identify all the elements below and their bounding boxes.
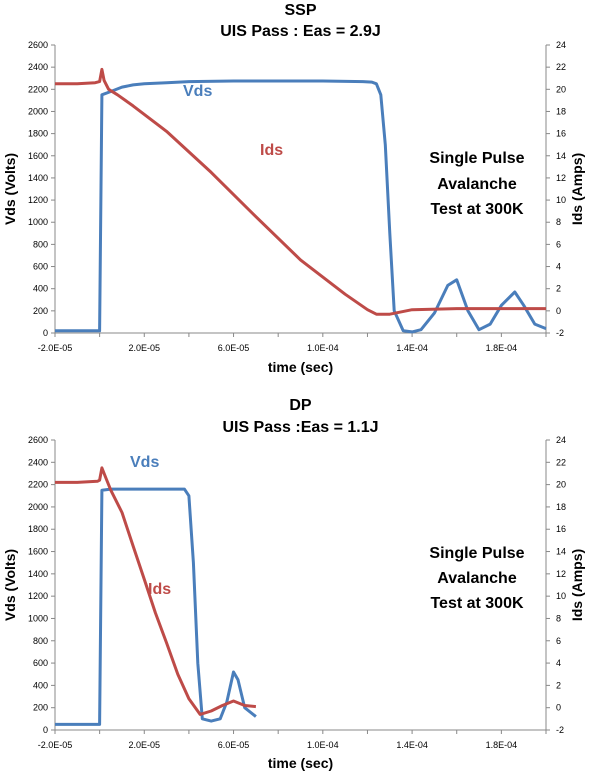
y-right-tick-label: 0 [556,306,561,316]
y-right-tick-label: -2 [556,328,564,338]
chart-title: DP [289,397,312,414]
y-left-tick-label: 1200 [28,591,48,601]
y-right-tick-label: 20 [556,480,566,490]
vds-series-label: Vds [130,454,159,471]
y-right-tick-label: -2 [556,725,564,735]
y-axis-right-label: Ids (Amps) [569,549,585,621]
y-right-tick-label: 4 [556,658,561,668]
y-right-tick-label: 2 [556,284,561,294]
y-right-tick-label: 0 [556,703,561,713]
y-left-tick-label: 1000 [28,613,48,623]
x-tick-label: 2.0E-05 [129,740,161,750]
x-axis-label: time (sec) [268,755,333,771]
y-right-tick-label: 12 [556,173,566,183]
annotation-line: Single Pulse [429,150,524,167]
y-right-tick-label: 4 [556,262,561,272]
y-right-tick-label: 14 [556,151,566,161]
y-left-tick-label: 0 [43,725,48,735]
annotation-line: Avalanche [437,176,517,193]
y-axis-left-label: Vds (Volts) [2,153,18,225]
y-left-tick-label: 0 [43,328,48,338]
y-right-tick-label: 24 [556,435,566,445]
y-left-tick-label: 2200 [28,84,48,94]
y-right-tick-label: 22 [556,62,566,72]
y-left-tick-label: 400 [33,284,48,294]
x-tick-label: 1.8E-04 [486,740,518,750]
x-tick-label: 6.0E-05 [218,343,250,353]
y-right-tick-label: 6 [556,636,561,646]
chart-title: SSP [284,2,316,19]
y-left-tick-label: 1800 [28,524,48,534]
y-right-tick-label: 8 [556,217,561,227]
y-right-tick-label: 10 [556,195,566,205]
y-right-tick-label: 20 [556,84,566,94]
y-left-tick-label: 2400 [28,62,48,72]
y-axis-left-label: Vds (Volts) [2,549,18,621]
y-left-tick-label: 1400 [28,569,48,579]
x-tick-label: -2.0E-05 [38,343,73,353]
annotation-line: Avalanche [437,570,517,587]
y-right-tick-label: 16 [556,129,566,139]
y-left-tick-label: 800 [33,239,48,249]
series-line-ids [55,466,257,716]
annotation-line: Single Pulse [429,545,524,562]
y-left-tick-label: 2000 [28,502,48,512]
annotation-line: Test at 300K [430,595,524,612]
y-left-tick-label: 1600 [28,151,48,161]
chart-subtitle: UIS Pass : Eas = 2.9J [220,23,381,40]
x-tick-label: 6.0E-05 [218,740,250,750]
chart-subtitle: UIS Pass :Eas = 1.1J [222,419,378,436]
ids-series-label: Ids [148,581,171,598]
x-tick-label: 1.0E-04 [307,740,339,750]
y-left-tick-label: 1400 [28,173,48,183]
series-line-vds [55,487,257,726]
y-left-tick-label: 1200 [28,195,48,205]
y-left-tick-label: 600 [33,262,48,272]
y-right-tick-label: 6 [556,239,561,249]
y-right-tick-label: 10 [556,591,566,601]
y-left-tick-label: 600 [33,658,48,668]
y-left-tick-label: 2000 [28,106,48,116]
y-right-tick-label: 16 [556,524,566,534]
y-left-tick-label: 1000 [28,217,48,227]
y-left-tick-label: 2600 [28,40,48,50]
series-line-vds [55,79,547,334]
y-left-tick-label: 2200 [28,480,48,490]
y-right-tick-label: 8 [556,613,561,623]
y-right-tick-label: 18 [556,106,566,116]
x-axis-label: time (sec) [268,359,333,375]
ids-series-label: Ids [260,142,283,159]
y-right-tick-label: 22 [556,457,566,467]
y-left-tick-label: 800 [33,636,48,646]
y-left-tick-label: 200 [33,306,48,316]
y-right-tick-label: 12 [556,569,566,579]
annotation-line: Test at 300K [430,201,524,218]
y-left-tick-label: 2400 [28,457,48,467]
vds-series-label: Vds [183,83,212,100]
y-left-tick-label: 2600 [28,435,48,445]
y-right-tick-label: 24 [556,40,566,50]
x-tick-label: 1.4E-04 [396,343,428,353]
series-line-ids [55,67,546,316]
x-tick-label: 2.0E-05 [129,343,161,353]
x-tick-label: 1.8E-04 [486,343,518,353]
y-left-tick-label: 1600 [28,547,48,557]
y-right-tick-label: 18 [556,502,566,512]
y-left-tick-label: 1800 [28,129,48,139]
y-left-tick-label: 400 [33,680,48,690]
y-axis-right-label: Ids (Amps) [569,153,585,225]
y-left-tick-label: 200 [33,703,48,713]
x-tick-label: 1.4E-04 [396,740,428,750]
x-tick-label: -2.0E-05 [38,740,73,750]
y-right-tick-label: 2 [556,680,561,690]
x-tick-label: 1.0E-04 [307,343,339,353]
y-right-tick-label: 14 [556,547,566,557]
